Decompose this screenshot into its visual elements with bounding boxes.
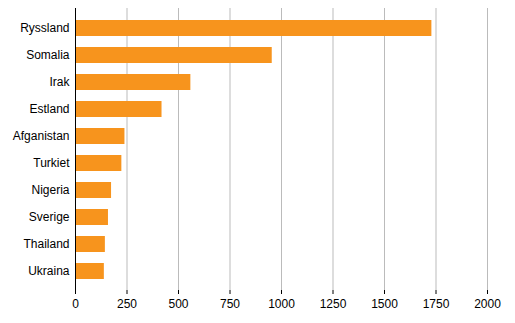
- svg-text:1500: 1500: [371, 297, 398, 311]
- svg-text:Estland: Estland: [29, 102, 69, 116]
- svg-text:Ryssland: Ryssland: [20, 21, 69, 35]
- svg-text:1250: 1250: [320, 297, 347, 311]
- svg-text:500: 500: [168, 297, 188, 311]
- svg-text:Nigeria: Nigeria: [31, 183, 69, 197]
- svg-text:250: 250: [117, 297, 137, 311]
- svg-text:0: 0: [72, 297, 79, 311]
- svg-text:750: 750: [220, 297, 240, 311]
- svg-text:Irak: Irak: [49, 75, 70, 89]
- svg-text:Sverige: Sverige: [29, 210, 70, 224]
- svg-text:Ukraina: Ukraina: [28, 264, 70, 278]
- svg-text:Afganistan: Afganistan: [13, 129, 70, 143]
- svg-text:2000: 2000: [474, 297, 501, 311]
- svg-text:Turkiet: Turkiet: [33, 156, 70, 170]
- svg-text:Somalia: Somalia: [26, 48, 70, 62]
- svg-text:1750: 1750: [423, 297, 450, 311]
- svg-text:1000: 1000: [268, 297, 295, 311]
- svg-text:Thailand: Thailand: [23, 237, 69, 251]
